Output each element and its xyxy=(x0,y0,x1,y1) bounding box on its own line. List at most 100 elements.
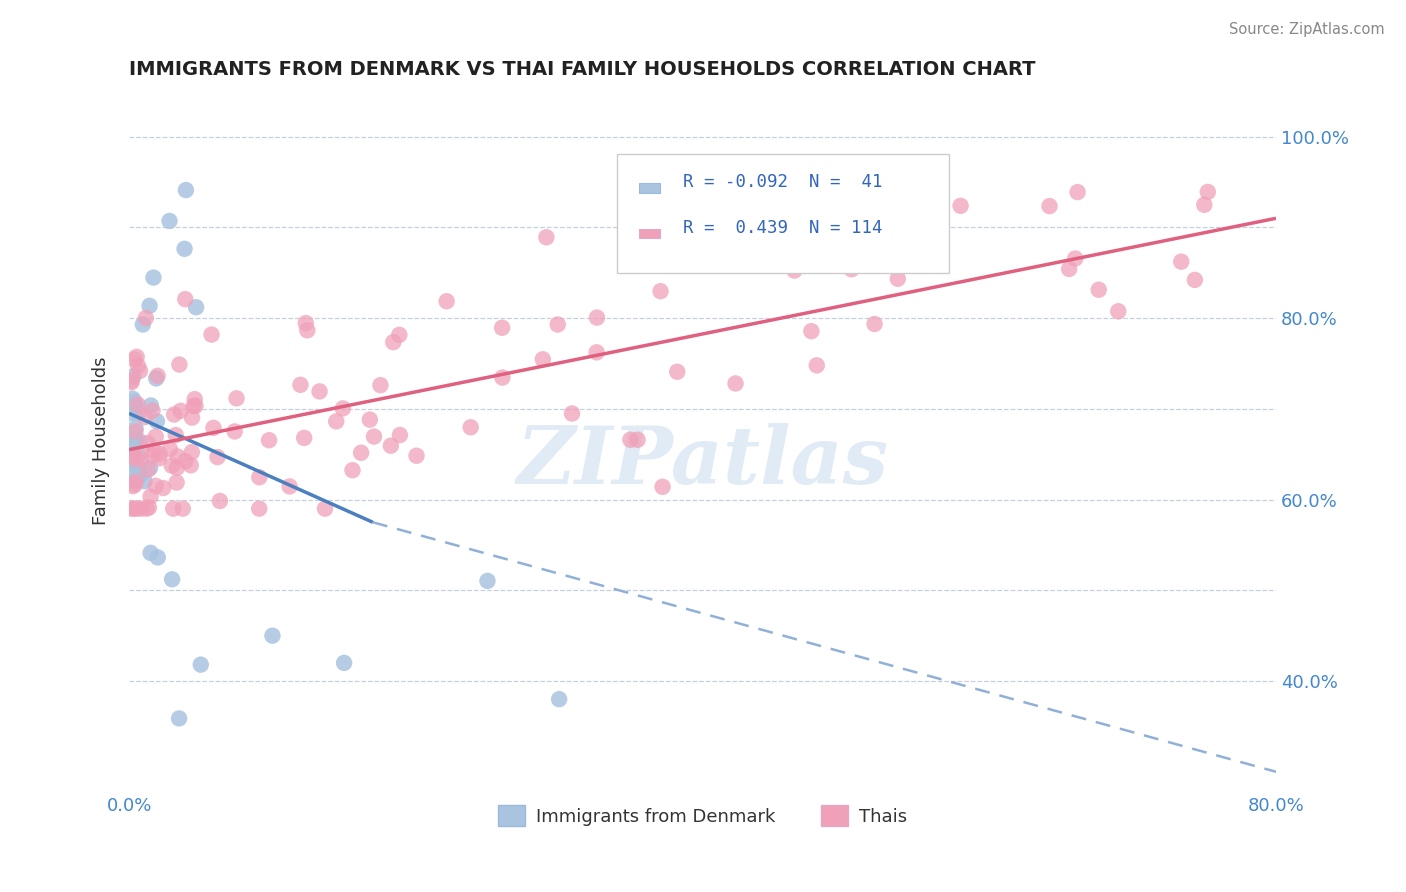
Point xyxy=(145,429,167,443)
Point xyxy=(121,479,143,493)
Point xyxy=(202,421,225,435)
Point xyxy=(388,428,411,442)
Point xyxy=(167,711,190,725)
Point xyxy=(127,461,149,475)
Point xyxy=(142,449,165,463)
Point xyxy=(169,404,191,418)
Point xyxy=(141,403,163,417)
Point xyxy=(149,447,172,461)
Point xyxy=(841,262,863,277)
Point xyxy=(129,451,152,466)
Point xyxy=(548,692,571,706)
Point xyxy=(127,460,149,475)
Point xyxy=(350,446,373,460)
Point xyxy=(124,352,146,367)
Point xyxy=(388,327,411,342)
Point xyxy=(138,500,160,515)
Y-axis label: Family Households: Family Households xyxy=(93,356,110,524)
Point xyxy=(127,406,149,420)
Point xyxy=(139,490,162,504)
Point xyxy=(134,474,156,488)
Point xyxy=(139,461,162,475)
Point xyxy=(626,433,648,447)
Point xyxy=(127,398,149,412)
Point xyxy=(405,449,427,463)
Point xyxy=(146,368,169,383)
Point xyxy=(225,392,247,406)
Point xyxy=(800,324,823,338)
Point xyxy=(651,480,673,494)
Point xyxy=(650,284,672,298)
Point xyxy=(135,311,157,326)
Point xyxy=(294,316,316,330)
Point xyxy=(1038,199,1060,213)
FancyBboxPatch shape xyxy=(640,183,659,193)
Point xyxy=(166,450,188,464)
Point xyxy=(247,470,270,484)
Text: Source: ZipAtlas.com: Source: ZipAtlas.com xyxy=(1229,22,1385,37)
Point xyxy=(1087,283,1109,297)
Point xyxy=(124,397,146,411)
Point xyxy=(128,448,150,462)
Point xyxy=(619,433,641,447)
Point xyxy=(174,292,197,306)
Text: R = -0.092  N =  41: R = -0.092 N = 41 xyxy=(683,173,883,191)
Point xyxy=(949,199,972,213)
Point xyxy=(124,394,146,409)
Point xyxy=(159,214,181,228)
Point xyxy=(122,448,145,462)
Legend: Immigrants from Denmark, Thais: Immigrants from Denmark, Thais xyxy=(491,798,914,833)
FancyBboxPatch shape xyxy=(640,228,659,238)
Point xyxy=(436,294,458,309)
Point xyxy=(208,494,231,508)
Point xyxy=(136,463,159,477)
Point xyxy=(129,364,152,378)
Point xyxy=(128,468,150,483)
Text: ZIPatlas: ZIPatlas xyxy=(516,423,889,500)
Point xyxy=(146,550,169,565)
Point xyxy=(174,454,197,468)
Point xyxy=(314,501,336,516)
Point xyxy=(120,449,142,463)
Point xyxy=(531,352,554,367)
Point xyxy=(370,378,392,392)
Point xyxy=(148,451,170,466)
Point xyxy=(806,359,828,373)
Point xyxy=(136,436,159,450)
Point xyxy=(134,410,156,425)
Point xyxy=(190,657,212,672)
Point xyxy=(166,475,188,490)
Text: R =  0.439  N = 114: R = 0.439 N = 114 xyxy=(683,219,883,236)
Point xyxy=(585,345,607,359)
Point xyxy=(122,501,145,516)
Point xyxy=(163,408,186,422)
Point xyxy=(477,574,499,588)
Point xyxy=(536,230,558,244)
Point xyxy=(128,434,150,449)
Point xyxy=(292,431,315,445)
Point xyxy=(1170,254,1192,268)
Point xyxy=(863,317,886,331)
Point xyxy=(207,450,229,464)
Point xyxy=(127,359,149,373)
Point xyxy=(121,392,143,406)
Point xyxy=(184,300,207,314)
Point xyxy=(120,406,142,420)
Point xyxy=(174,183,197,197)
Point xyxy=(160,458,183,473)
Point xyxy=(120,436,142,450)
Point xyxy=(142,270,165,285)
Point xyxy=(121,373,143,387)
Point xyxy=(129,467,152,482)
Point xyxy=(172,501,194,516)
Point xyxy=(1197,185,1219,199)
Point xyxy=(160,572,183,586)
Point xyxy=(325,414,347,428)
Point xyxy=(138,299,160,313)
Point xyxy=(342,463,364,477)
Point xyxy=(491,370,513,384)
Point xyxy=(124,425,146,439)
Point xyxy=(359,412,381,426)
Point xyxy=(460,420,482,434)
Point xyxy=(887,271,910,285)
